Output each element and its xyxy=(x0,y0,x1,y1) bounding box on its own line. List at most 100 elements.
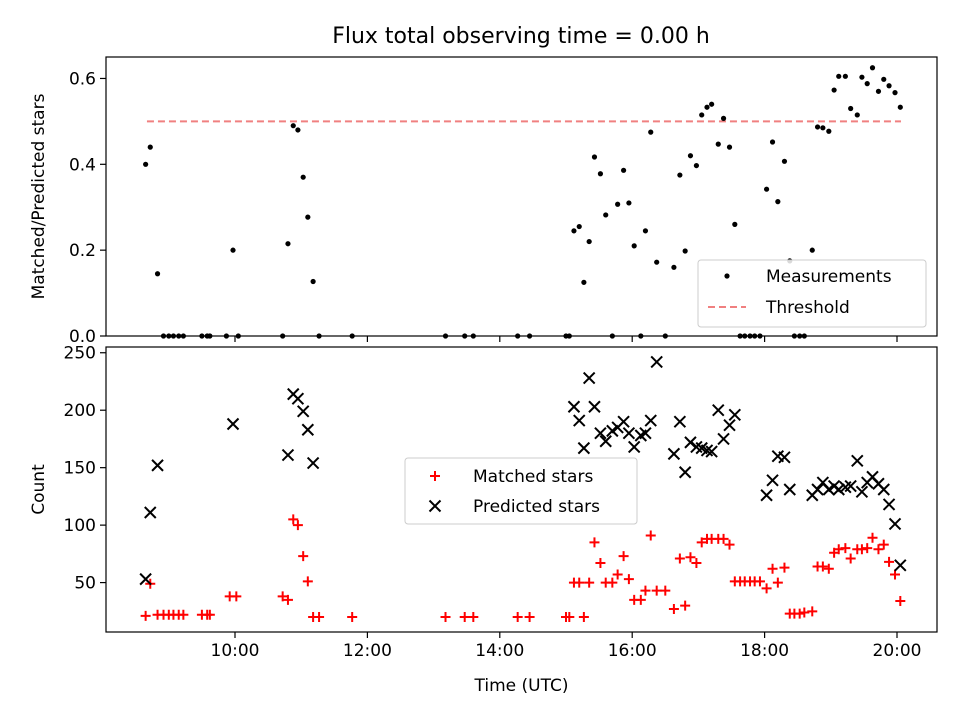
measurement-point xyxy=(310,278,316,285)
y-tick-label: 0.6 xyxy=(69,69,96,89)
matched-star-point xyxy=(767,563,778,574)
measurement-point xyxy=(591,154,598,160)
matched-star-point xyxy=(772,577,783,588)
measurement-point xyxy=(170,333,177,339)
predicted-star-point xyxy=(811,483,824,496)
matched-star-point xyxy=(873,544,884,555)
measurement-point xyxy=(859,74,865,80)
predicted-star-point xyxy=(667,447,681,461)
measurement-point xyxy=(147,144,153,150)
matched-star-point xyxy=(282,594,293,605)
x-tick-label: 12:00 xyxy=(343,641,392,661)
predicted-star-point xyxy=(588,400,601,413)
predicted-star-point xyxy=(639,426,652,440)
matched-star-point xyxy=(578,612,589,623)
measurement-point xyxy=(586,238,592,245)
matched-star-point xyxy=(645,530,656,541)
matched-star-point xyxy=(660,585,671,596)
measurement-point xyxy=(677,172,683,178)
measurement-point xyxy=(285,241,291,247)
matched-star-point xyxy=(640,585,651,596)
y-tick-label: 200 xyxy=(64,401,96,421)
measurement-point xyxy=(223,333,229,339)
y-tick-label: 250 xyxy=(64,344,96,364)
measurement-point xyxy=(715,141,721,147)
measurement-point xyxy=(682,248,688,254)
matched-star-point xyxy=(314,612,325,623)
predicted-star-point xyxy=(728,408,742,422)
x-tick-label: 10:00 xyxy=(211,641,260,661)
matched-star-point xyxy=(754,576,765,587)
matched-star-point xyxy=(680,600,691,611)
measurement-point xyxy=(235,333,241,339)
measurement-point xyxy=(757,333,763,339)
predicted-star-point xyxy=(301,423,315,436)
x-tick-label: 14:00 xyxy=(475,641,524,661)
measurement-point xyxy=(654,259,660,265)
predicted-star-point xyxy=(627,440,641,454)
matched-star-point xyxy=(884,556,895,567)
matched-star-point xyxy=(867,532,878,543)
predicted-star-point xyxy=(599,435,612,448)
measurement-point xyxy=(648,129,654,135)
measurement-point xyxy=(881,76,887,82)
predicted-star-point xyxy=(582,371,596,385)
matched-star-point xyxy=(618,551,629,562)
predicted-star-point xyxy=(573,414,586,427)
measurement-point xyxy=(581,279,587,285)
predicted-star-point xyxy=(291,392,305,405)
measurement-point xyxy=(693,162,700,169)
measurement-point xyxy=(576,223,582,230)
measurement-point xyxy=(166,333,172,339)
matched-star-point xyxy=(430,471,440,481)
predicted-star-point xyxy=(705,445,718,458)
measurement-point xyxy=(620,167,627,173)
measurement-point xyxy=(848,105,854,112)
measurement-point xyxy=(180,333,186,339)
matched-star-point xyxy=(761,583,772,594)
x-tick-label: 18:00 xyxy=(740,641,789,661)
x-tick-label: 16:00 xyxy=(608,641,657,661)
predicted-star-point xyxy=(877,483,890,496)
measurement-point xyxy=(875,88,882,94)
measurement-point xyxy=(763,186,770,192)
legend-box xyxy=(404,457,638,525)
predicted-star-point xyxy=(577,441,591,455)
measurement-point xyxy=(801,333,807,339)
measurement-point xyxy=(709,101,715,107)
measurement-point xyxy=(869,65,876,71)
measurement-point xyxy=(305,214,311,220)
matched-star-point xyxy=(512,612,523,623)
figure-title: Flux total observing time = 0.00 h xyxy=(332,24,710,49)
matched-star-point xyxy=(668,604,679,615)
matched-star-point xyxy=(288,514,299,525)
measurement-point xyxy=(809,247,815,253)
matched-star-point xyxy=(895,595,906,606)
predicted-star-point xyxy=(700,444,714,457)
plot-frame xyxy=(105,346,938,633)
predicted-star-point xyxy=(760,489,773,502)
matched-star-point xyxy=(807,606,818,617)
predicted-star-point xyxy=(723,418,736,432)
count-panel: 50 100 150 200 250 10:00 12:00 14:00 16:00 18:00 2… xyxy=(29,344,938,696)
measurement-point xyxy=(300,174,306,180)
measurement-point xyxy=(638,333,644,339)
legend-box xyxy=(697,259,927,328)
measurement-point xyxy=(826,128,832,134)
predicted-star-point xyxy=(644,414,657,427)
y-axis-label: Count xyxy=(29,464,49,515)
measurement-point xyxy=(626,200,632,206)
plot-frame xyxy=(105,56,938,337)
predicted-star-point xyxy=(144,506,157,519)
measurement-point xyxy=(704,104,710,110)
legend-label-measurements: Measurements xyxy=(766,267,892,287)
measurement-point xyxy=(631,243,637,249)
predicted-star-point xyxy=(882,498,896,511)
matched-star-point xyxy=(574,577,585,588)
x-axis-label: Time (UTC) xyxy=(474,676,569,696)
measurement-point xyxy=(687,153,694,159)
measurement-point xyxy=(230,247,236,253)
measurement-point xyxy=(199,333,205,339)
measurement-point xyxy=(615,201,621,207)
matched-star-point xyxy=(459,612,470,623)
